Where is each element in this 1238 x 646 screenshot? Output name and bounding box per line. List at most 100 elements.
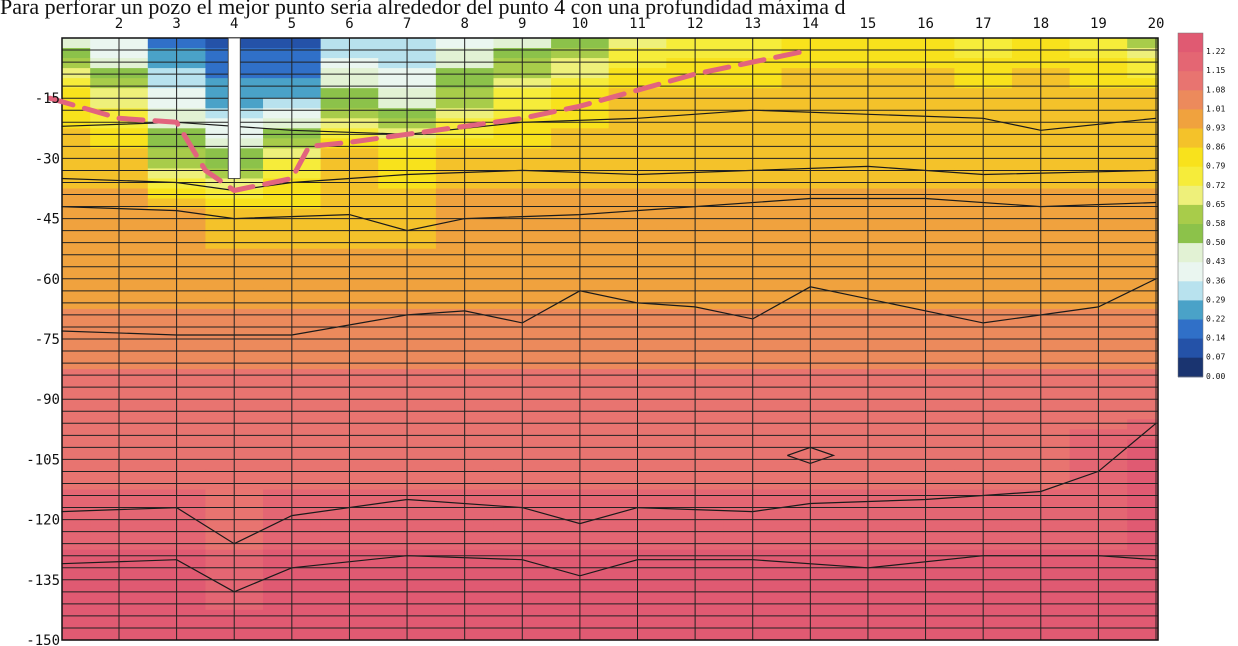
- heatmap-cell: [1127, 619, 1159, 631]
- heatmap-cell: [62, 409, 91, 420]
- heatmap-cell: [62, 379, 91, 390]
- colorbar-label: 0.14: [1206, 334, 1225, 343]
- heatmap-cell: [1127, 409, 1159, 420]
- heatmap-cell: [62, 429, 91, 440]
- contour-line: [61, 422, 1157, 545]
- heatmap-cell: [62, 439, 91, 450]
- x-tick-label: 12: [687, 16, 704, 32]
- heatmap-cell: [1127, 228, 1159, 240]
- colorbar-swatch: [1178, 243, 1203, 263]
- heatmap-cell: [1127, 188, 1159, 200]
- heatmap-cell: [1127, 148, 1159, 159]
- heatmap-cell: [62, 68, 91, 79]
- heatmap-cell: [62, 489, 91, 501]
- y-tick-label: -30: [35, 151, 60, 167]
- heatmap-cell: [62, 88, 91, 99]
- heatmap-cell: [1127, 549, 1159, 561]
- heatmap-cell: [1127, 128, 1159, 139]
- colorbar-swatch: [1178, 281, 1203, 301]
- colorbar-swatch: [1178, 319, 1203, 340]
- colorbar-label: 0.93: [1206, 124, 1225, 133]
- heatmap-cell: [1127, 238, 1159, 250]
- heatmap-cell: [1127, 158, 1159, 170]
- heatmap-cell: [1127, 218, 1159, 230]
- heatmap-cell: [1127, 68, 1159, 79]
- heatmap-cell: [62, 148, 91, 159]
- colorbar-swatch: [1178, 52, 1203, 72]
- heatmap-cell: [1127, 178, 1159, 190]
- x-tick-label: 16: [917, 16, 934, 32]
- colorbar-label: 0.79: [1206, 162, 1225, 171]
- x-tick-label: 18: [1032, 16, 1049, 32]
- heatmap-cell: [1127, 268, 1159, 280]
- colorbar-label: 0.86: [1206, 143, 1225, 152]
- heatmap-cell: [62, 168, 91, 180]
- colorbar-label: 0.29: [1206, 295, 1225, 304]
- y-tick-label: -120: [26, 513, 60, 529]
- colorbar-label: 0.43: [1206, 257, 1225, 266]
- plot-grid: [61, 37, 1159, 641]
- y-tick-label: -135: [26, 573, 60, 589]
- heatmap-cell: [62, 479, 91, 491]
- heatmap-cell: [62, 389, 91, 400]
- heatmap-cell: [62, 288, 91, 300]
- heatmap-cell: [62, 98, 91, 109]
- heatmap-cell: [1127, 138, 1159, 149]
- y-tick-label: -150: [26, 633, 60, 646]
- y-tick-label: -75: [35, 332, 60, 348]
- heatmap-cell: [62, 218, 91, 230]
- heatmap-cell: [1127, 539, 1159, 551]
- heatmap-cell: [1127, 58, 1159, 69]
- borehole-marker: [227, 37, 241, 179]
- heatmap-cell: [62, 619, 91, 631]
- colorbar-label: 0.72: [1206, 181, 1225, 190]
- heatmap-cell: [62, 579, 91, 591]
- y-tick-label: -45: [35, 212, 60, 228]
- heatmap-cell: [62, 589, 91, 601]
- colorbar-label: 0.00: [1206, 372, 1225, 381]
- heatmap-cell: [62, 208, 91, 220]
- heatmap-cell: [62, 108, 91, 119]
- heatmap-cell: [1127, 328, 1159, 340]
- heatmap-cell: [62, 318, 91, 330]
- x-tick-label: 5: [288, 16, 296, 32]
- heatmap-cell: [62, 58, 91, 69]
- heatmap-cell: [1127, 48, 1159, 59]
- heatmap-cell: [62, 599, 91, 611]
- x-tick-label: 13: [744, 16, 761, 32]
- colorbar-swatch: [1178, 90, 1203, 110]
- heatmap-cell: [1127, 118, 1159, 129]
- colorbar-swatch: [1178, 224, 1203, 244]
- heatmap-cell: [1127, 88, 1159, 99]
- heatmap-cell: [62, 258, 91, 270]
- heatmap-cell: [1127, 599, 1159, 611]
- heatmap-cell: [62, 609, 91, 621]
- colorbar-swatch: [1178, 71, 1203, 91]
- x-tick-label: 11: [629, 16, 646, 32]
- x-tick-label: 7: [403, 16, 411, 32]
- plot-annotations: [47, 37, 813, 193]
- heatmap-cell: [1127, 609, 1159, 621]
- heatmap-cell: [1127, 349, 1159, 360]
- heatmap-cell: [62, 359, 91, 370]
- heatmap-cell: [1127, 339, 1159, 350]
- heatmap-cell: [62, 268, 91, 280]
- heatmap-cell: [62, 539, 91, 551]
- heatmap-cell: [1127, 589, 1159, 601]
- heatmap-cell: [1127, 489, 1159, 501]
- heatmap-cell: [1127, 519, 1159, 531]
- heatmap-cell: [1127, 439, 1159, 450]
- heatmap-cell: [1127, 479, 1159, 491]
- heatmap-cell: [62, 78, 91, 89]
- colorbar-swatch: [1178, 357, 1203, 378]
- heatmap-cell: [62, 419, 91, 430]
- colorbar-swatch: [1178, 204, 1203, 225]
- heatmap-cell: [62, 298, 91, 310]
- colorbar-label: 0.65: [1206, 200, 1225, 209]
- colorbar-frame: [1177, 32, 1204, 378]
- colorbar-swatch: [1178, 109, 1203, 129]
- heatmap-cell: [1127, 459, 1159, 471]
- heatmap-cell: [62, 529, 91, 541]
- heatmap-cell: [62, 459, 91, 471]
